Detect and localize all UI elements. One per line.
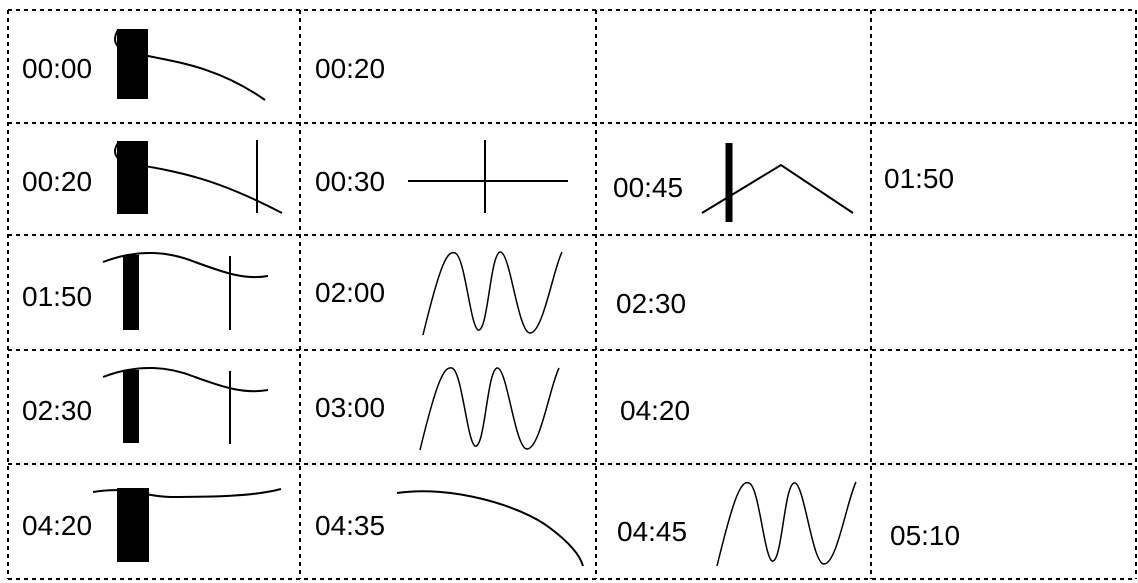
time-label-r2c3: 00:45 bbox=[613, 172, 684, 203]
time-label-r5c3: 04:45 bbox=[617, 516, 688, 547]
wave-mark bbox=[716, 481, 857, 567]
sketch-r4c1 bbox=[102, 367, 269, 444]
sketch-r2c1 bbox=[114, 140, 283, 214]
time-label-r1c1: 00:00 bbox=[22, 53, 93, 84]
grid-lines bbox=[7, 9, 1137, 580]
time-label-r3c3: 02:30 bbox=[616, 288, 687, 319]
sketch-r3c2 bbox=[422, 251, 563, 336]
curve-mark bbox=[102, 367, 269, 393]
sketch-r5c1 bbox=[92, 488, 282, 562]
sketch-r5c2 bbox=[396, 490, 584, 567]
time-label-r3c1: 01:50 bbox=[22, 281, 93, 312]
block-mark bbox=[117, 29, 148, 99]
curve-mark bbox=[114, 142, 283, 214]
peak-line bbox=[701, 163, 854, 214]
time-label-r2c1: 00:20 bbox=[22, 166, 93, 197]
curve-mark bbox=[102, 252, 269, 279]
time-label-r4c3: 04:20 bbox=[620, 395, 691, 426]
sketch-r4c2 bbox=[419, 367, 560, 451]
time-label-r2c4: 01:50 bbox=[884, 163, 955, 194]
block-mark bbox=[117, 141, 148, 214]
curve-mark bbox=[92, 488, 282, 499]
block-mark bbox=[123, 255, 139, 330]
curve-mark bbox=[396, 490, 584, 567]
time-label-r2c2: 00:30 bbox=[315, 166, 386, 197]
time-label-r5c1: 04:20 bbox=[22, 510, 93, 541]
time-label-r4c1: 02:30 bbox=[22, 395, 93, 426]
time-label-r5c4: 05:10 bbox=[890, 520, 961, 551]
time-label-r4c2: 03:00 bbox=[315, 392, 386, 423]
sketch-r5c3 bbox=[716, 481, 857, 567]
time-label-r1c2: 00:20 bbox=[315, 53, 386, 84]
block-mark bbox=[123, 370, 139, 443]
block-mark bbox=[117, 488, 149, 562]
wave-mark bbox=[419, 367, 560, 451]
sketch-r3c1 bbox=[102, 252, 269, 330]
wave-mark bbox=[422, 251, 563, 336]
sketch-r2c3 bbox=[701, 143, 854, 222]
curve-mark bbox=[114, 29, 266, 101]
sketch-r1c1 bbox=[114, 29, 266, 101]
time-label-r3c2: 02:00 bbox=[315, 277, 386, 308]
time-label-r5c2: 04:35 bbox=[315, 510, 386, 541]
sketch-r2c2 bbox=[408, 140, 568, 213]
